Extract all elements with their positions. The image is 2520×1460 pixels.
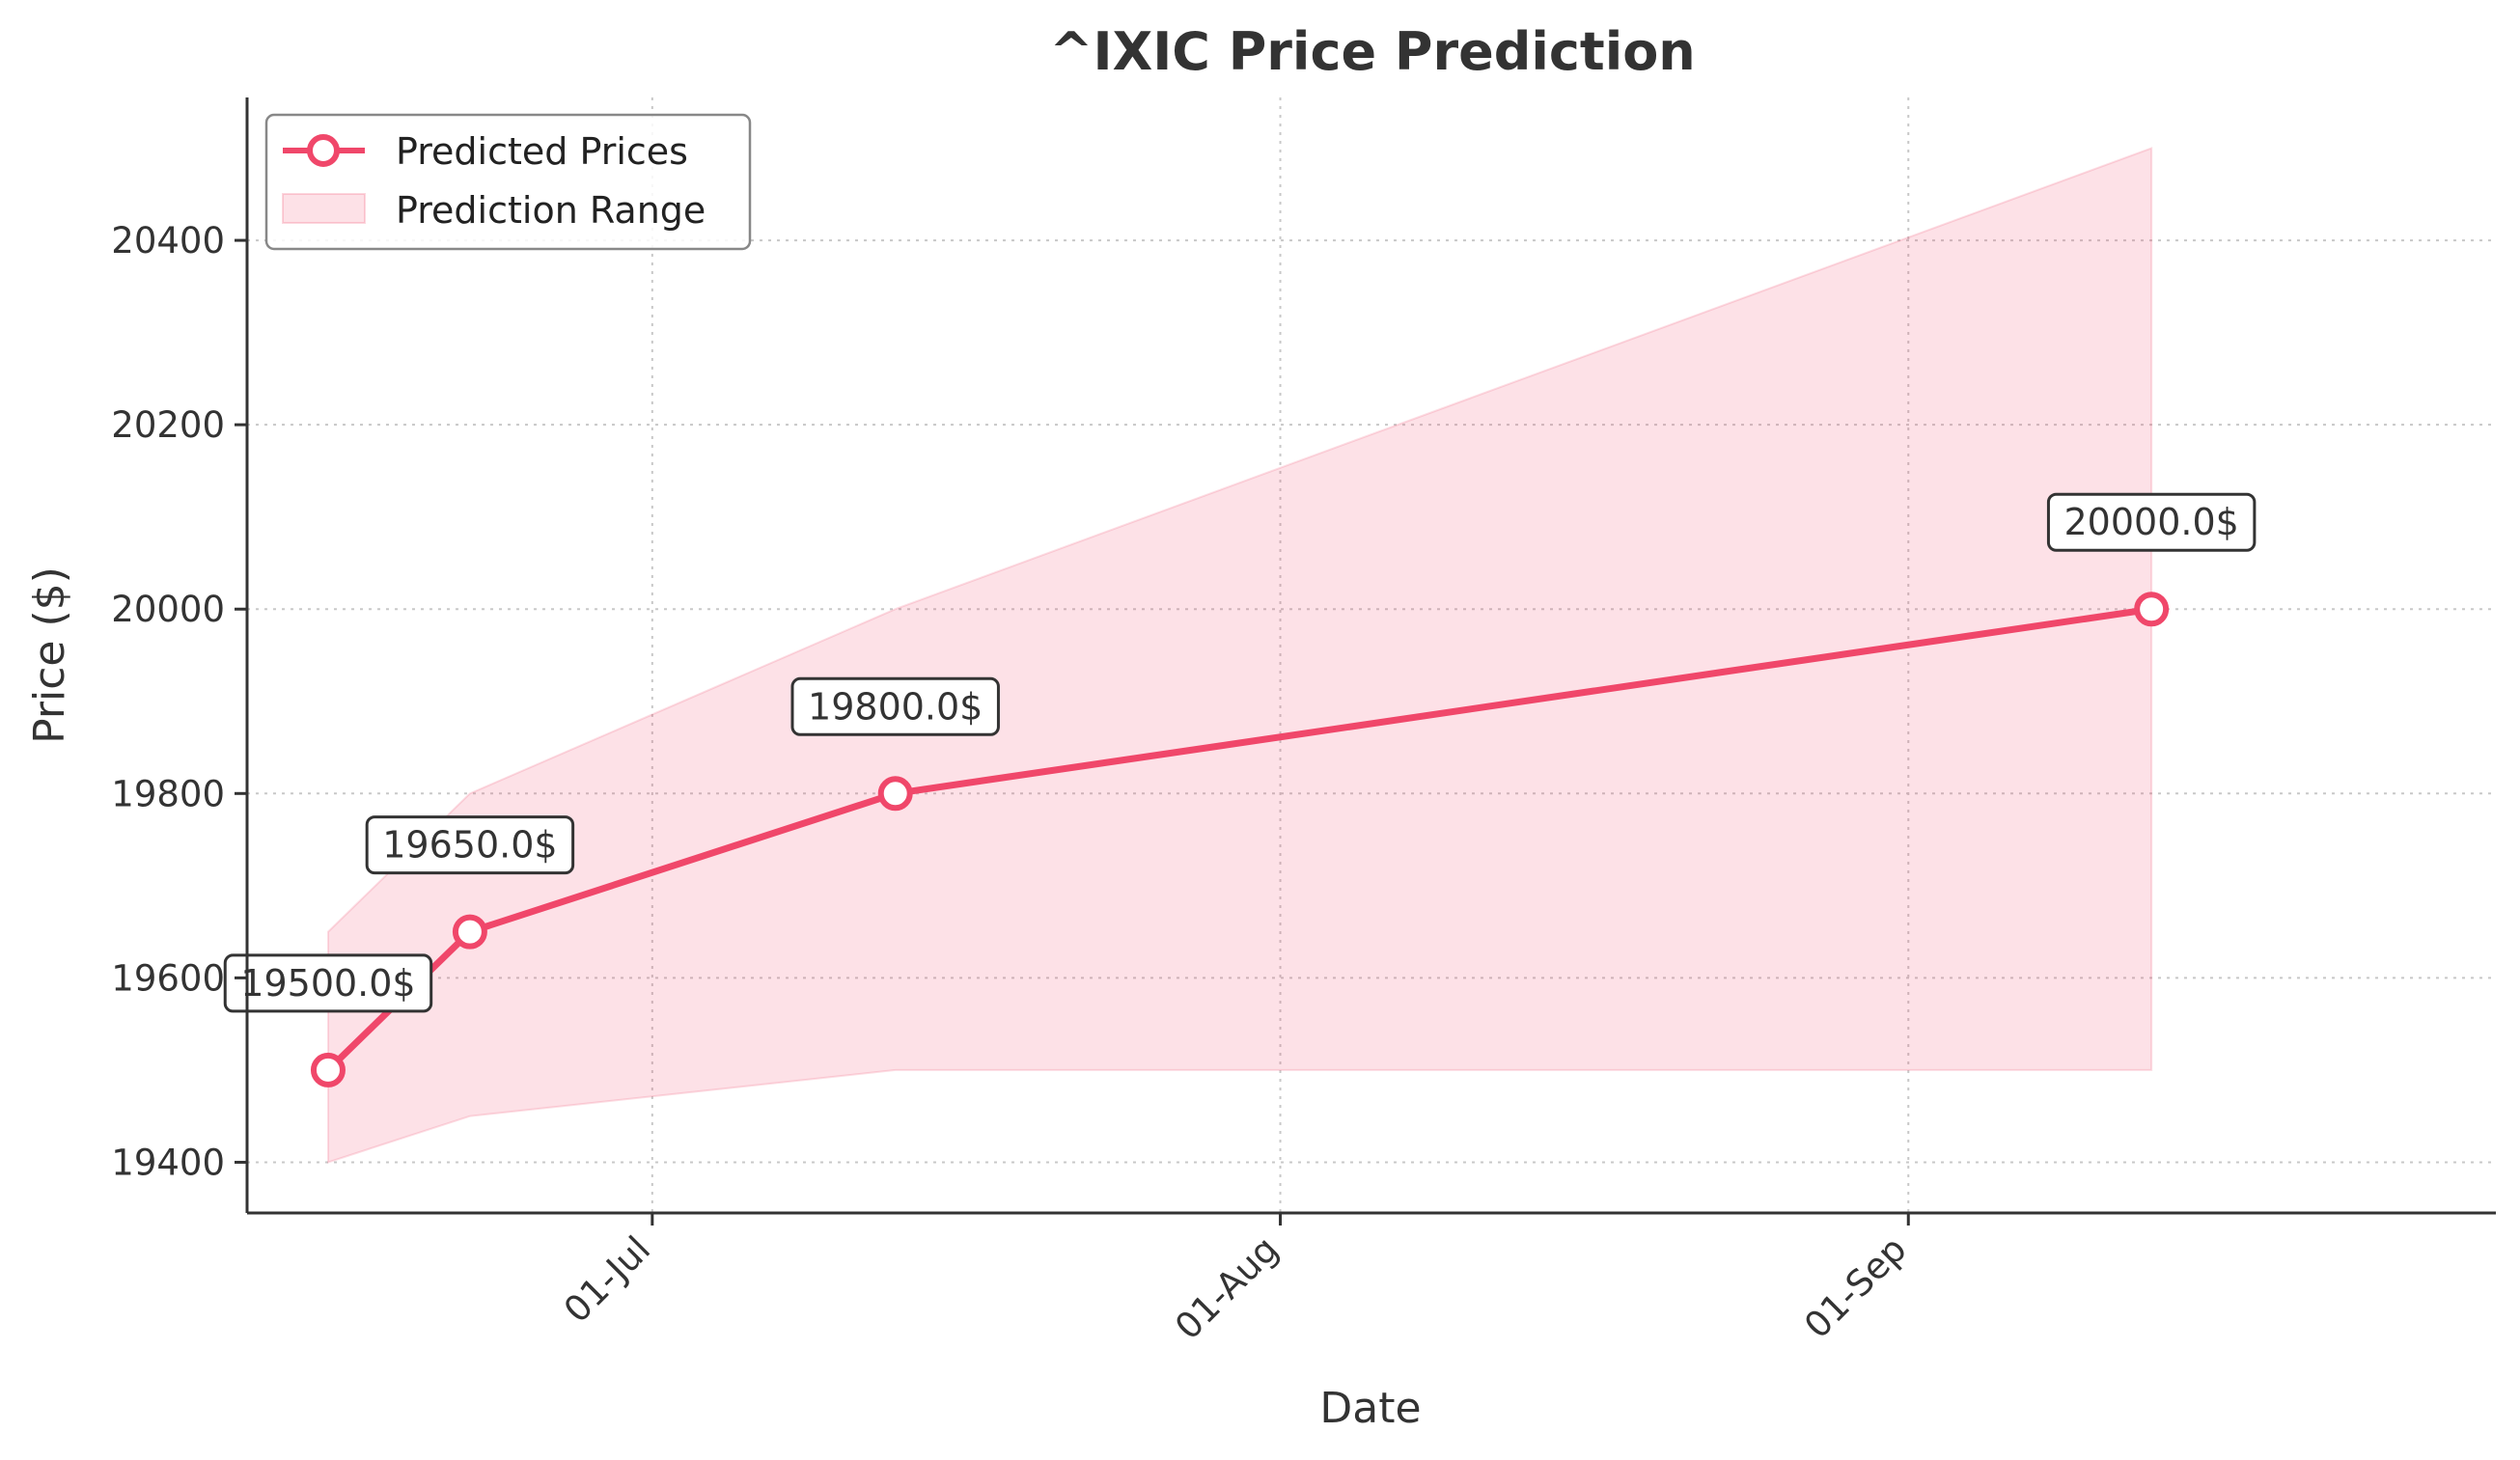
y-tick-label: 20200 [111,404,225,446]
predicted-prices-point-layer [310,592,2170,1088]
y-tick-label: 19600 [111,957,225,999]
predicted-price-point [310,1052,346,1088]
data-label-box [365,815,575,875]
prediction-range-band-layer [326,147,2153,1164]
x-axis-ticks: 01-Jul 01-Aug 01-Sep [556,1213,1915,1348]
data-label: 19500.0$ [240,962,415,1005]
data-label-box [790,676,1000,736]
data-label-box [2046,492,2257,552]
data-label: 19650.0$ [382,824,557,867]
legend: Predicted Prices Prediction Range [264,113,752,251]
prediction-range-band [326,147,2153,1164]
y-tick-label: 19400 [111,1142,225,1183]
legend-predicted-prices-marker [307,134,340,167]
data-label: 20000.0$ [2063,501,2238,543]
chart-title: ^IXIC Price Prediction [1049,21,1696,82]
data-label-layer: 19500.0$ 19650.0$ 19800.0$ 20000.0$ [223,492,2257,1013]
predicted-price-point [452,914,487,950]
legend-box [264,113,752,251]
x-tick-label: 01-Aug [1167,1228,1287,1348]
legend-prediction-range-label: Prediction Range [396,189,706,232]
predicted-price-point [2134,592,2170,627]
x-tick-label: 01-Sep [1796,1228,1914,1346]
y-tick-label: 19800 [111,773,225,814]
legend-predicted-prices-label: Predicted Prices [396,130,688,173]
x-tick-label: 01-Jul [556,1228,658,1331]
y-axis-ticks: 19400 19600 19800 20000 20200 20400 [111,220,247,1183]
y-axis-label: Price ($) [25,566,74,744]
x-axis-label: Date [1319,1384,1421,1433]
y-tick-label: 20400 [111,220,225,262]
predicted-price-point [877,776,913,812]
data-label-box [223,953,433,1013]
y-tick-label: 20000 [111,589,225,630]
data-label: 19800.0$ [808,685,983,728]
legend-prediction-range-swatch [282,193,366,224]
